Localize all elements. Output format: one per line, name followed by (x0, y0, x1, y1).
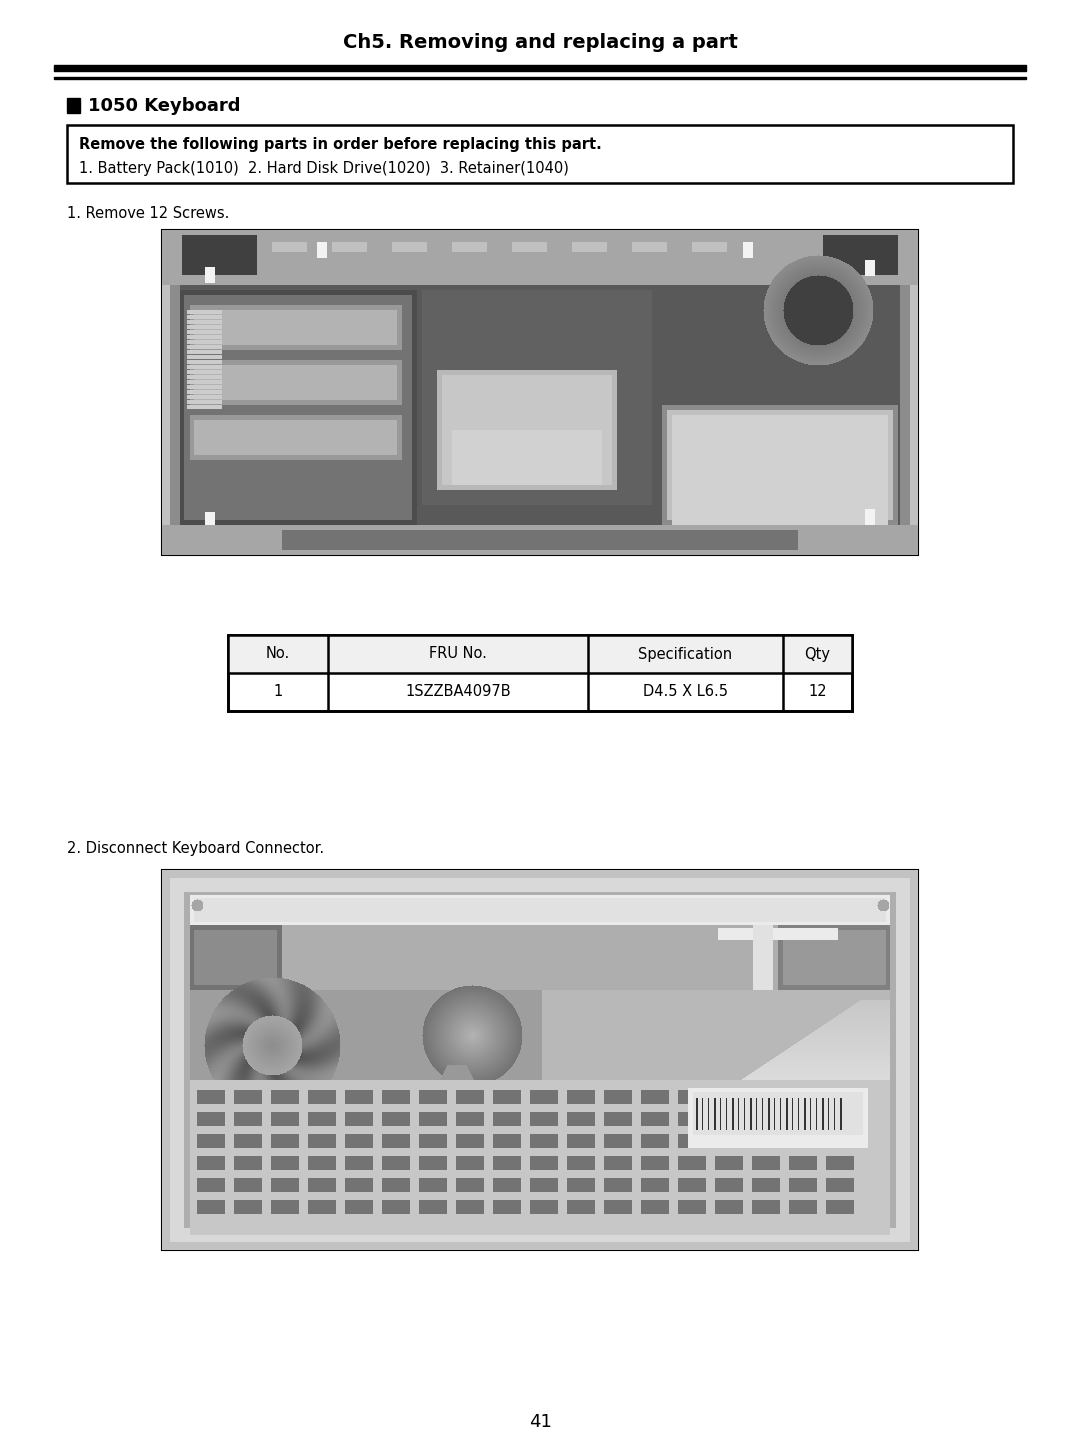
Bar (162, 870, 918, 1249)
Text: Specification: Specification (638, 647, 732, 661)
Text: 1. Battery Pack(1010)  2. Hard Disk Drive(1020)  3. Retainer(1040): 1. Battery Pack(1010) 2. Hard Disk Drive… (79, 160, 569, 176)
Text: Qty: Qty (805, 647, 831, 661)
Text: No.: No. (266, 647, 291, 661)
Bar (228, 635, 852, 710)
Bar (67, 125, 1013, 183)
Text: Ch5. Removing and replacing a part: Ch5. Removing and replacing a part (342, 33, 738, 52)
Bar (162, 231, 918, 555)
Text: 1050 Keyboard: 1050 Keyboard (87, 97, 241, 115)
Text: Remove the following parts in order before replacing this part.: Remove the following parts in order befo… (79, 137, 602, 151)
Text: 1: 1 (273, 684, 283, 699)
Bar (67, 98, 80, 112)
Text: D4.5 X L6.5: D4.5 X L6.5 (643, 684, 728, 699)
Bar (228, 635, 852, 673)
Text: FRU No.: FRU No. (429, 647, 487, 661)
Text: 1. Remove 12 Screws.: 1. Remove 12 Screws. (67, 206, 229, 220)
Text: 41: 41 (528, 1414, 552, 1431)
Text: 2. Disconnect Keyboard Connector.: 2. Disconnect Keyboard Connector. (67, 840, 324, 856)
Text: 12: 12 (808, 684, 827, 699)
Text: 1SZZBA4097B: 1SZZBA4097B (405, 684, 511, 699)
